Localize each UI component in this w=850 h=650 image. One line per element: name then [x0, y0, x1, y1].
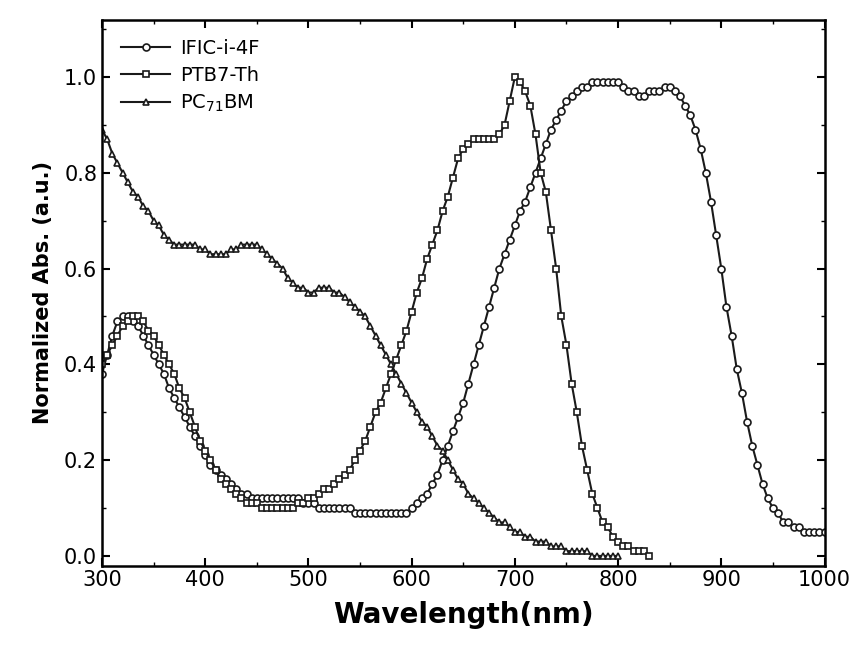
IFIC-i-4F — [139, 332, 149, 339]
Line: PC$_{71}$BM: PC$_{71}$BM — [99, 126, 621, 560]
Y-axis label: Normalized Abs. (a.u.): Normalized Abs. (a.u.) — [33, 161, 53, 424]
IFIC-i-4F — [799, 528, 809, 536]
IFIC-i-4F — [732, 365, 742, 373]
PC$_{71}$BM — [484, 509, 494, 517]
PTB7-Th — [541, 188, 551, 196]
PTB7-Th — [484, 135, 494, 143]
IFIC-i-4F — [334, 504, 344, 512]
Line: PTB7-Th: PTB7-Th — [99, 73, 653, 560]
PTB7-Th — [613, 538, 623, 545]
IFIC-i-4F — [102, 351, 112, 359]
PC$_{71}$BM — [458, 480, 468, 488]
PC$_{71}$BM — [133, 193, 144, 201]
PC$_{71}$BM — [587, 552, 598, 560]
PTB7-Th — [587, 489, 598, 497]
PC$_{71}$BM — [97, 125, 107, 133]
PTB7-Th — [644, 552, 654, 560]
PC$_{71}$BM — [226, 246, 236, 254]
IFIC-i-4F — [587, 78, 598, 86]
Line: IFIC-i-4F: IFIC-i-4F — [99, 78, 828, 536]
X-axis label: Wavelength(nm): Wavelength(nm) — [333, 601, 593, 629]
IFIC-i-4F — [717, 265, 727, 272]
IFIC-i-4F — [97, 370, 107, 378]
IFIC-i-4F — [819, 528, 830, 536]
IFIC-i-4F — [789, 523, 799, 531]
PC$_{71}$BM — [334, 289, 344, 296]
PTB7-Th — [510, 73, 520, 81]
PTB7-Th — [515, 78, 525, 86]
PTB7-Th — [97, 361, 107, 369]
PC$_{71}$BM — [406, 398, 416, 406]
PC$_{71}$BM — [613, 552, 623, 560]
Legend: IFIC-i-4F, PTB7-Th, PC$_{71}$BM: IFIC-i-4F, PTB7-Th, PC$_{71}$BM — [111, 29, 269, 124]
PTB7-Th — [262, 504, 272, 512]
